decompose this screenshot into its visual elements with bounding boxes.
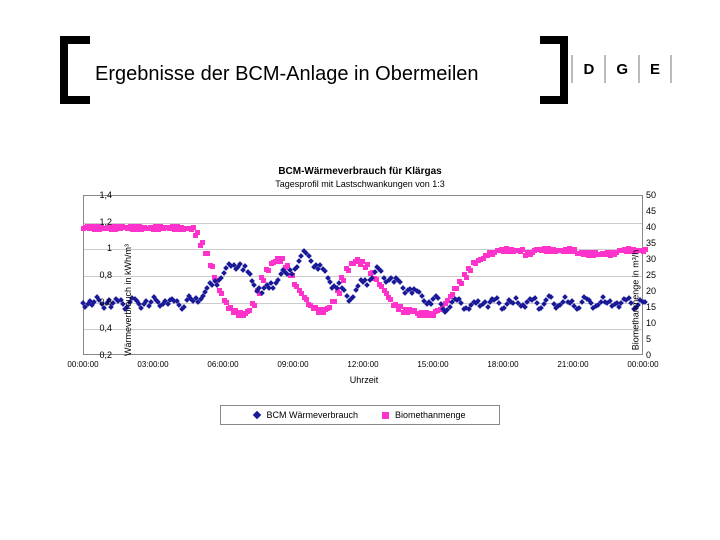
legend-item-pink: Biomethanmenge xyxy=(382,410,466,420)
data-point-pink xyxy=(346,268,351,273)
data-point-blue xyxy=(242,263,248,269)
data-point-pink xyxy=(224,300,229,305)
data-point-pink xyxy=(252,303,257,308)
data-point-pink xyxy=(454,286,459,291)
y1-axis-label: Wärmeverbrauch in kWh/m³ xyxy=(123,244,133,356)
y2-tick-label: 35 xyxy=(646,238,656,248)
data-point-blue xyxy=(308,258,314,264)
data-point-pink xyxy=(200,240,205,245)
y2-tick-label: 10 xyxy=(646,318,656,328)
y2-tick-label: 40 xyxy=(646,222,656,232)
y2-tick-label: 50 xyxy=(646,190,656,200)
gridline xyxy=(84,223,642,224)
gridline xyxy=(84,329,642,330)
y2-axis-label: Biomethanmenge in m³/h xyxy=(631,250,641,351)
data-point-pink xyxy=(266,268,271,273)
y2-tick-label: 20 xyxy=(646,286,656,296)
x-tick-label: 03:00:00 xyxy=(128,360,178,369)
chart-subtitle: Tagesprofil mit Lastschwankungen von 1:3 xyxy=(0,179,720,189)
x-tick-label: 09:00:00 xyxy=(268,360,318,369)
diamond-icon xyxy=(253,411,261,419)
plot-area xyxy=(83,195,643,355)
data-point-pink xyxy=(332,299,337,304)
data-point-blue xyxy=(379,268,385,274)
gridline xyxy=(84,276,642,277)
data-point-blue xyxy=(496,300,502,306)
x-tick-label: 12:00:00 xyxy=(338,360,388,369)
y1-tick-label: 0,6 xyxy=(87,297,112,307)
data-point-pink xyxy=(191,225,196,230)
x-axis-label: Uhrzeit xyxy=(48,375,680,385)
square-icon xyxy=(382,412,389,419)
data-point-pink xyxy=(468,268,473,273)
chart-container: Wärmeverbrauch in kWh/m³ Biomethanmenge … xyxy=(48,195,680,395)
y1-tick-label: 0,4 xyxy=(87,323,112,333)
y1-tick-label: 0,8 xyxy=(87,270,112,280)
data-point-blue xyxy=(435,295,441,301)
legend-label: BCM Wärmeverbrauch xyxy=(266,410,358,420)
x-tick-label: 00:00:00 xyxy=(58,360,108,369)
data-point-pink xyxy=(195,230,200,235)
data-point-pink xyxy=(247,308,252,313)
y2-tick-label: 0 xyxy=(646,350,651,360)
y2-tick-label: 45 xyxy=(646,206,656,216)
y1-tick-label: 1,4 xyxy=(87,190,112,200)
data-point-pink xyxy=(219,291,224,296)
data-point-pink xyxy=(388,297,393,302)
legend: BCM Wärmeverbrauch Biomethanmenge xyxy=(220,405,500,425)
y2-tick-label: 30 xyxy=(646,254,656,264)
legend-item-blue: BCM Wärmeverbrauch xyxy=(254,410,358,420)
logo-letter: G xyxy=(616,61,628,78)
data-point-pink xyxy=(205,251,210,256)
data-point-pink xyxy=(280,256,285,261)
data-point-blue xyxy=(322,269,328,275)
y1-tick-label: 0,2 xyxy=(87,350,112,360)
chart-title: BCM-Wärmeverbrauch für Klärgas xyxy=(0,166,720,177)
data-point-blue xyxy=(350,294,356,300)
x-tick-label: 00:00:00 xyxy=(618,360,668,369)
logo: D G E xyxy=(571,55,672,83)
y2-tick-label: 25 xyxy=(646,270,656,280)
logo-letter: E xyxy=(650,61,660,78)
data-point-pink xyxy=(643,247,648,252)
data-point-blue xyxy=(341,287,347,293)
data-point-pink xyxy=(210,264,215,269)
x-tick-label: 15:00:00 xyxy=(408,360,458,369)
data-point-blue xyxy=(523,304,529,310)
data-point-pink xyxy=(459,281,464,286)
y2-tick-label: 5 xyxy=(646,334,651,344)
data-point-blue xyxy=(297,258,303,264)
y1-tick-label: 1 xyxy=(87,243,112,253)
data-point-pink xyxy=(464,275,469,280)
data-point-pink xyxy=(337,291,342,296)
y2-tick-label: 15 xyxy=(646,302,656,312)
data-point-pink xyxy=(327,305,332,310)
x-tick-label: 18:00:00 xyxy=(478,360,528,369)
legend-label: Biomethanmenge xyxy=(395,410,466,420)
x-tick-label: 21:00:00 xyxy=(548,360,598,369)
x-tick-label: 06:00:00 xyxy=(198,360,248,369)
page-title: Ergebnisse der BCM-Anlage in Obermeilen xyxy=(95,63,479,86)
logo-letter: D xyxy=(583,61,594,78)
y1-tick-label: 1,2 xyxy=(87,217,112,227)
data-point-blue xyxy=(397,279,403,285)
data-point-pink xyxy=(365,262,370,267)
